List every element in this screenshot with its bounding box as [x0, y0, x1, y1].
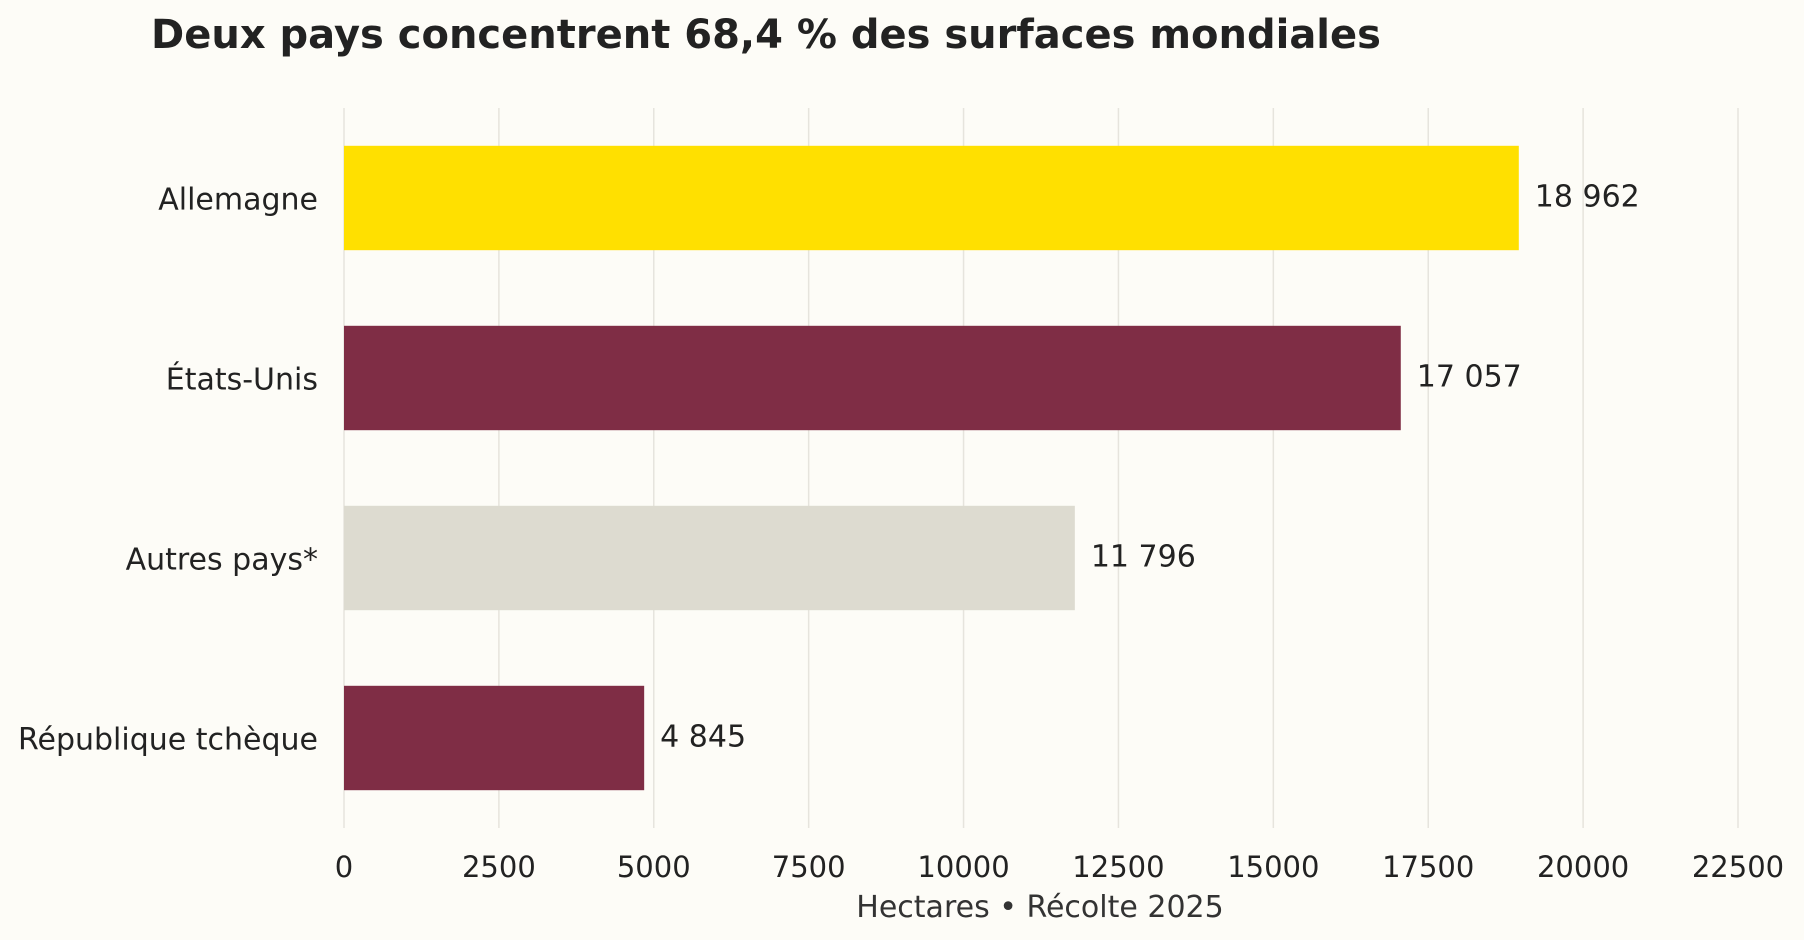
bar-value-label: 18 962	[1535, 180, 1640, 215]
x-tick-label: 5000	[617, 850, 691, 884]
x-tick-label: 15000	[1227, 850, 1319, 884]
x-tick-label: 10000	[917, 850, 1009, 884]
chart-title: Deux pays concentrent 68,4 % des surface…	[151, 12, 1381, 58]
x-tick-label: 22500	[1692, 850, 1784, 884]
category-labels: Allemagne États-Unis Autres pays* Républiqu…	[18, 183, 318, 758]
x-axis-ticks: 0 2500 5000 7500 10000 12500 15000 17500 20000 22…	[335, 850, 1784, 884]
x-tick-label: 20000	[1537, 850, 1629, 884]
value-labels: 18 962 17 057 11 796 4 845	[660, 180, 1640, 755]
bar-value-label: 17 057	[1417, 360, 1522, 395]
bar	[344, 685, 645, 791]
x-tick-label: 7500	[772, 850, 846, 884]
x-tick-label: 17500	[1382, 850, 1474, 884]
category-label: Autres pays*	[126, 543, 318, 578]
x-tick-label: 12500	[1072, 850, 1164, 884]
bar-value-label: 4 845	[660, 720, 746, 755]
bar	[344, 325, 1401, 431]
category-label: République tchèque	[18, 723, 318, 758]
bar-value-label: 11 796	[1091, 540, 1196, 575]
x-tick-label: 2500	[462, 850, 536, 884]
x-axis-title: Hectares • Récolte 2025	[856, 890, 1223, 925]
category-label: États-Unis	[166, 362, 318, 398]
bar	[344, 505, 1075, 611]
x-tick-label: 0	[335, 850, 353, 884]
bar	[344, 145, 1519, 251]
category-label: Allemagne	[158, 183, 318, 218]
bars	[344, 145, 1519, 791]
